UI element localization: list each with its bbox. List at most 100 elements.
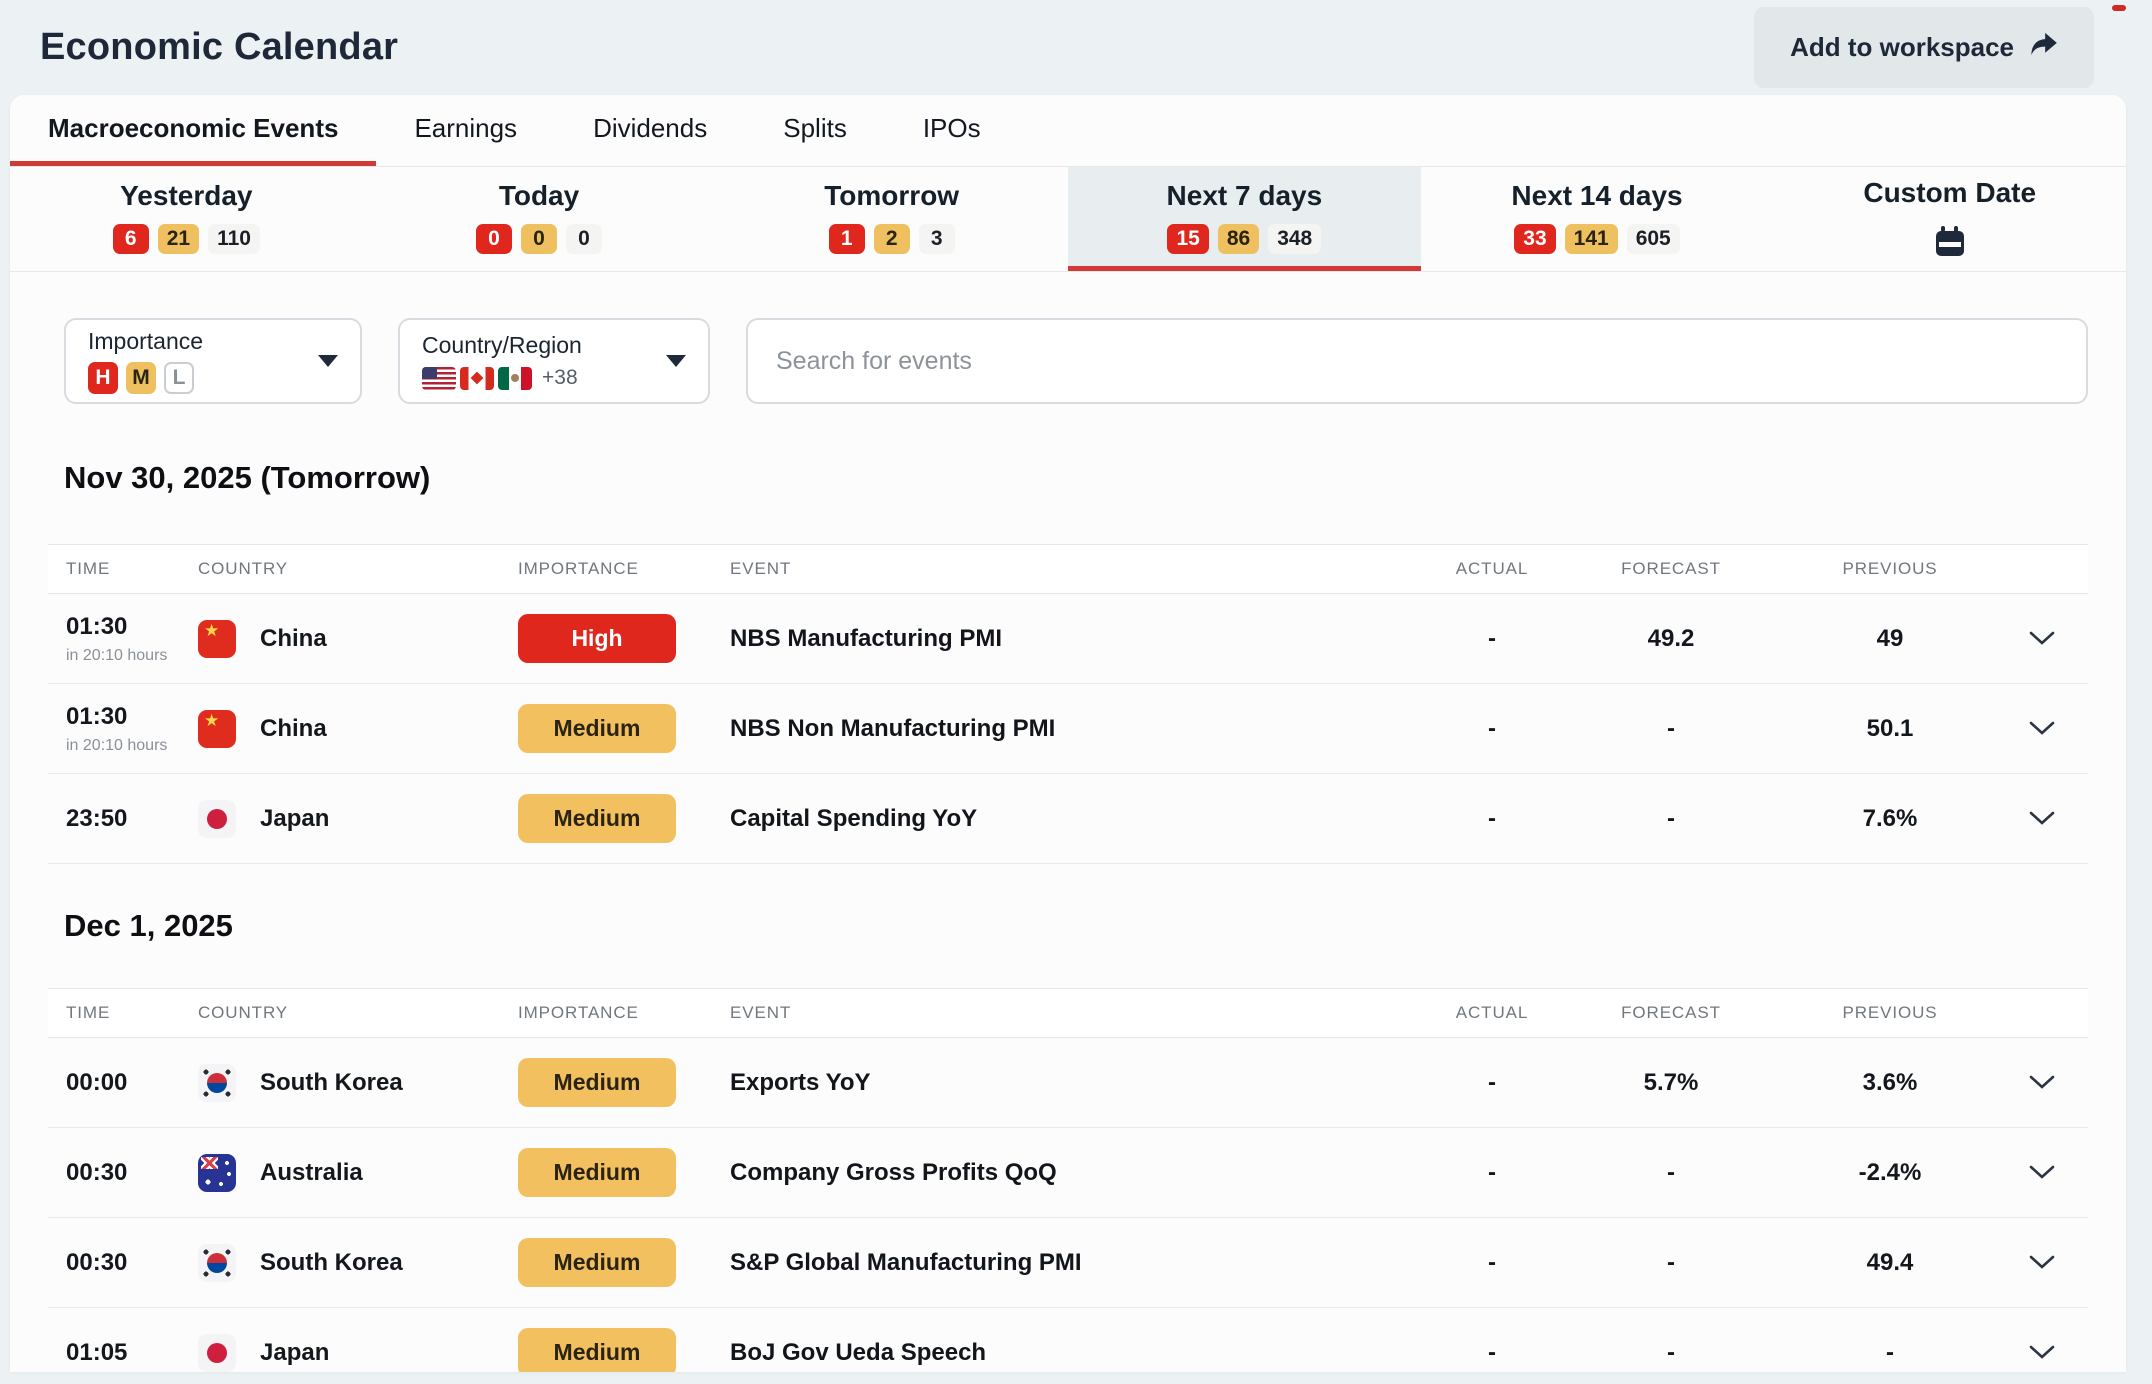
country-cell: China <box>198 619 518 658</box>
column-header-previous: PREVIOUS <box>1842 1003 1938 1022</box>
time-cell: 00:30 <box>48 1249 198 1277</box>
column-header-actual: ACTUAL <box>1455 559 1529 578</box>
date-range-label: Next 7 days <box>1166 179 1323 211</box>
medium-count-badge: 21 <box>157 223 200 254</box>
date-range-next-7-days[interactable]: Next 7 days 15 86 348 <box>1068 167 1421 271</box>
expand-row-button[interactable] <box>1996 1164 2088 1181</box>
table-header-row: TIME COUNTRY IMPORTANCE EVENT ACTUAL FOR… <box>48 544 2088 594</box>
medium-count-badge: 141 <box>1564 223 1618 254</box>
date-range-yesterday[interactable]: Yesterday 6 21 110 <box>10 167 363 271</box>
table-row[interactable]: 00:30 Australia Medium Company Gross Pro… <box>48 1128 2088 1218</box>
time-cell: 00:00 <box>48 1069 198 1097</box>
importance-levels: H M L <box>88 362 203 394</box>
expand-row-button[interactable] <box>1996 1254 2088 1271</box>
page-title: Economic Calendar <box>40 26 399 68</box>
tab-macroeconomic-events[interactable]: Macroeconomic Events <box>10 95 377 166</box>
country-name: South Korea <box>260 1248 403 1276</box>
add-to-workspace-label: Add to workspace <box>1790 32 2014 62</box>
previous-value: 49.4 <box>1866 1248 1914 1276</box>
expand-row-button[interactable] <box>1996 1344 2088 1361</box>
event-time: 00:30 <box>66 1158 128 1186</box>
tab-earnings[interactable]: Earnings <box>376 95 555 166</box>
event-time: 00:00 <box>66 1068 128 1096</box>
actual-value: - <box>1488 624 1496 652</box>
date-range-next-14-days[interactable]: Next 14 days 33 141 605 <box>1421 167 1774 271</box>
tab-splits[interactable]: Splits <box>745 95 885 166</box>
time-cell: 23:50 <box>48 805 198 833</box>
chevron-down-icon <box>2029 721 2055 735</box>
more-countries-count: +38 <box>542 366 578 389</box>
actual-value: - <box>1488 714 1496 742</box>
table-row[interactable]: 23:50 Japan Medium Capital Spending YoY … <box>48 774 2088 864</box>
previous-value: - <box>1886 1338 1894 1366</box>
date-range-bar: Yesterday 6 21 110 Today 0 0 0 Tomorrow … <box>10 167 2126 272</box>
us-flag-icon <box>422 366 456 390</box>
importance-filter-dropdown[interactable]: Importance H M L <box>64 318 362 404</box>
column-header-forecast: FORECAST <box>1621 559 1721 578</box>
table-row[interactable]: 00:00 South Korea Medium Exports YoY - 5… <box>48 1038 2088 1128</box>
column-header-event: EVENT <box>730 559 792 578</box>
canada-flag-icon <box>460 366 494 390</box>
actual-value: - <box>1488 1248 1496 1276</box>
chevron-down-icon <box>2029 1165 2055 1179</box>
event-count-badges: 15 86 348 <box>1167 223 1322 254</box>
events-table: TIME COUNTRY IMPORTANCE EVENT ACTUAL FOR… <box>48 544 2088 864</box>
country-name: China <box>260 624 327 652</box>
date-range-tomorrow[interactable]: Tomorrow 1 2 3 <box>715 167 1068 271</box>
event-name: Company Gross Profits QoQ <box>730 1158 1057 1186</box>
high-count-badge: 15 <box>1167 223 1209 254</box>
column-header-time: TIME <box>66 559 111 578</box>
event-time: 00:30 <box>66 1248 128 1276</box>
column-header-country: COUNTRY <box>198 1003 289 1022</box>
event-time: 01:30 <box>66 612 128 640</box>
country-name: Australia <box>260 1158 363 1186</box>
expand-row-button[interactable] <box>1996 810 2088 827</box>
low-importance-badge: L <box>164 362 194 394</box>
expand-row-button[interactable] <box>1996 630 2088 647</box>
tab-label: Macroeconomic Events <box>48 112 339 143</box>
country-name: China <box>260 714 327 742</box>
importance-badge: Medium <box>518 794 676 843</box>
importance-cell: Medium <box>518 1328 714 1372</box>
add-to-workspace-button[interactable]: Add to workspace <box>1754 7 2094 88</box>
low-count-badge: 605 <box>1626 223 1680 254</box>
importance-cell: Medium <box>518 1148 714 1197</box>
country-region-filter-dropdown[interactable]: Country/Region +38 <box>398 318 710 404</box>
tab-label: Earnings <box>414 112 518 143</box>
high-count-badge: 1 <box>828 223 865 254</box>
date-range-custom-date[interactable]: Custom Date <box>1773 167 2126 271</box>
table-row[interactable]: 01:05 Japan Medium BoJ Gov Ueda Speech -… <box>48 1308 2088 1372</box>
japan-flag-icon <box>198 799 236 838</box>
table-row[interactable]: 01:30 in 20:10 hours China Medium NBS No… <box>48 684 2088 774</box>
column-header-country: COUNTRY <box>198 559 289 578</box>
importance-cell: Medium <box>518 1238 714 1287</box>
economic-calendar-panel: Macroeconomic Events Earnings Dividends … <box>10 95 2126 1372</box>
country-cell: South Korea <box>198 1063 518 1102</box>
forecast-value: - <box>1667 1338 1675 1366</box>
mexico-flag-icon <box>498 366 532 390</box>
actual-value: - <box>1488 1068 1496 1096</box>
time-countdown: in 20:10 hours <box>66 646 168 664</box>
previous-value: 3.6% <box>1862 1068 1918 1096</box>
medium-importance-badge: M <box>126 362 156 394</box>
previous-value: 7.6% <box>1862 804 1918 832</box>
page-header: Economic Calendar Add to workspace <box>0 0 2152 95</box>
table-row[interactable]: 01:30 in 20:10 hours China High NBS Manu… <box>48 594 2088 684</box>
date-range-today[interactable]: Today 0 0 0 <box>363 167 716 271</box>
chevron-down-icon <box>2029 1075 2055 1089</box>
tab-label: Dividends <box>593 112 708 143</box>
country-filter-label: Country/Region <box>422 332 582 358</box>
expand-row-button[interactable] <box>1996 720 2088 737</box>
expand-row-button[interactable] <box>1996 1074 2088 1091</box>
high-count-badge: 0 <box>476 223 512 254</box>
tab-ipos[interactable]: IPOs <box>885 95 1019 166</box>
event-name: NBS Manufacturing PMI <box>730 624 1003 652</box>
forecast-value: - <box>1667 804 1675 832</box>
event-count-badges: 0 0 0 <box>476 223 602 254</box>
tab-dividends[interactable]: Dividends <box>555 95 745 166</box>
search-input[interactable] <box>746 318 2088 404</box>
column-header-importance: IMPORTANCE <box>518 1003 639 1022</box>
low-count-badge: 0 <box>566 223 602 254</box>
table-row[interactable]: 00:30 South Korea Medium S&P Global Manu… <box>48 1218 2088 1308</box>
actual-value: - <box>1488 1158 1496 1186</box>
